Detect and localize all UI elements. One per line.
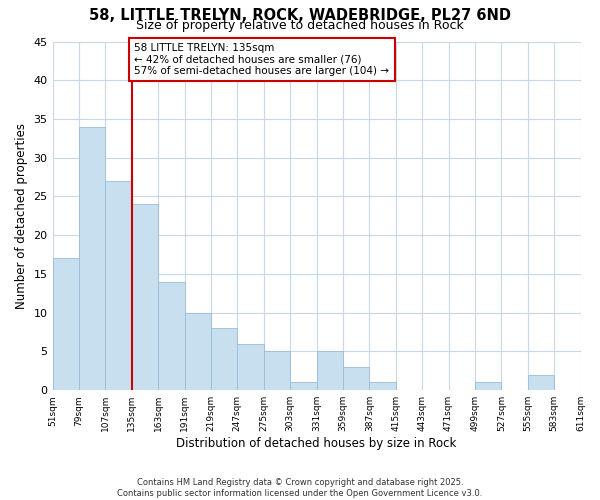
Bar	[211, 328, 238, 390]
Bar	[475, 382, 502, 390]
Bar	[370, 382, 396, 390]
Bar	[317, 352, 343, 390]
Bar	[185, 312, 211, 390]
Text: 58 LITTLE TRELYN: 135sqm
← 42% of detached houses are smaller (76)
57% of semi-d: 58 LITTLE TRELYN: 135sqm ← 42% of detach…	[134, 43, 389, 76]
Bar	[132, 204, 158, 390]
Bar	[158, 282, 185, 390]
Bar	[290, 382, 317, 390]
Bar	[343, 367, 370, 390]
Bar	[79, 126, 106, 390]
X-axis label: Distribution of detached houses by size in Rock: Distribution of detached houses by size …	[176, 437, 457, 450]
Text: 58, LITTLE TRELYN, ROCK, WADEBRIDGE, PL27 6ND: 58, LITTLE TRELYN, ROCK, WADEBRIDGE, PL2…	[89, 8, 511, 22]
Bar	[264, 352, 290, 390]
Bar	[53, 258, 79, 390]
Bar	[106, 181, 132, 390]
Y-axis label: Number of detached properties: Number of detached properties	[15, 123, 28, 309]
Bar	[238, 344, 264, 390]
Text: Size of property relative to detached houses in Rock: Size of property relative to detached ho…	[136, 18, 464, 32]
Bar	[528, 374, 554, 390]
Text: Contains HM Land Registry data © Crown copyright and database right 2025.
Contai: Contains HM Land Registry data © Crown c…	[118, 478, 482, 498]
